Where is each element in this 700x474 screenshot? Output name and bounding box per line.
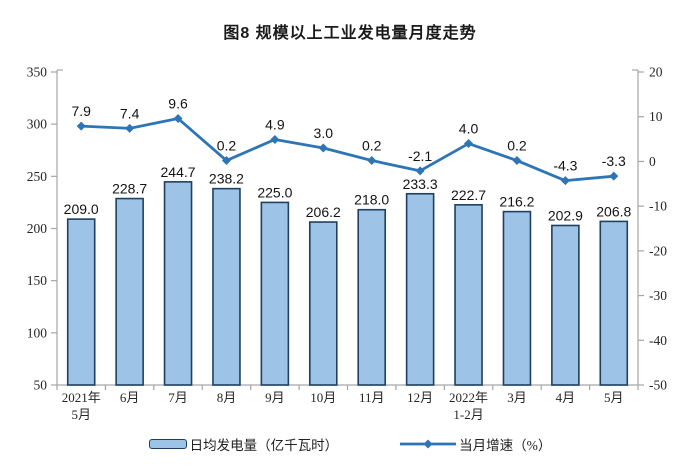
x-axis-label: 6月	[120, 390, 140, 405]
bar-value-label: 202.9	[548, 207, 583, 223]
line-value-label: 4.9	[265, 117, 285, 133]
left-axis-tick-label: 300	[27, 117, 48, 132]
bar-value-label: 244.7	[161, 164, 196, 180]
bar-value-label: 216.2	[499, 194, 534, 210]
x-axis-label: 4月	[556, 390, 576, 405]
right-axis-tick-label: 10	[649, 109, 663, 124]
x-axis-label: 11月	[359, 390, 385, 405]
line-value-label: 0.2	[217, 138, 237, 154]
legend-label-generation: 日均发电量（亿千瓦时）	[189, 438, 339, 453]
left-axis-tick-label: 250	[27, 169, 48, 184]
x-axis-label: 10月	[310, 390, 336, 405]
line-value-label: -4.3	[553, 158, 577, 174]
bar	[66, 218, 96, 386]
line-legend-swatch-icon	[400, 439, 457, 449]
line-marker	[415, 166, 425, 176]
x-axis-label: 2021年	[62, 390, 101, 405]
left-axis-tick-label: 350	[27, 65, 48, 80]
legend-item-growth: 当月增速（%）	[400, 434, 551, 454]
bar	[212, 187, 241, 386]
line-marker	[318, 143, 328, 153]
bar-value-label: 206.8	[596, 203, 631, 219]
line-marker	[125, 123, 135, 133]
line-value-label: 9.6	[168, 96, 188, 112]
right-axis-tick-label: -50	[649, 378, 667, 393]
right-axis-tick-label: -20	[649, 243, 667, 258]
line-marker	[512, 156, 522, 166]
right-axis-tick-label: -40	[649, 333, 667, 348]
x-axis-label: 7月	[168, 390, 188, 405]
bar	[405, 192, 435, 386]
chart-legend: 日均发电量（亿千瓦时） 当月增速（%）	[0, 434, 700, 454]
bar	[454, 204, 483, 386]
line-marker	[464, 139, 474, 149]
bar-value-label: 206.2	[306, 204, 341, 220]
left-axis-tick-label: 150	[27, 273, 48, 288]
x-axis-label: 12月	[407, 390, 433, 405]
bar-value-label: 222.7	[451, 187, 486, 203]
x-axis-label: 9月	[265, 390, 285, 405]
bar	[115, 197, 144, 386]
chart-canvas: 50 100 150 200 250 300 350 -50 -40 -30 -20 -10 0 10 20…	[27, 65, 667, 423]
right-axis-tick-label: 20	[649, 65, 663, 80]
bar	[502, 210, 532, 386]
bar	[599, 220, 629, 386]
right-axis-tick-label: -10	[649, 199, 667, 214]
left-axis-tick-label: 200	[27, 221, 48, 236]
bar-value-label: 218.0	[354, 192, 389, 208]
line-value-label: 3.0	[314, 125, 334, 141]
line-marker	[76, 121, 86, 131]
line-value-label: 0.2	[507, 138, 527, 154]
line-marker	[560, 176, 570, 186]
line-marker	[221, 156, 231, 166]
bar-value-label: 209.0	[64, 201, 99, 217]
line-value-label: 7.4	[120, 105, 140, 121]
chart-title: 图8 规模以上工业发电量月度走势	[223, 25, 477, 42]
x-axis-label: 3月	[507, 390, 527, 405]
legend-diamond-icon	[423, 439, 433, 449]
line-marker	[270, 135, 280, 145]
line-value-label: 0.2	[362, 138, 382, 154]
bar	[357, 208, 387, 386]
line-value-label: 4.0	[459, 121, 479, 137]
bar-value-label: 225.0	[257, 184, 292, 200]
x-axis-label: 5月	[71, 407, 91, 422]
left-axis-tick-label: 50	[34, 378, 48, 393]
growth-line	[79, 117, 616, 183]
bar-value-label: 233.3	[403, 176, 438, 192]
line-value-label: 7.9	[71, 103, 91, 119]
bar	[308, 221, 338, 386]
bar-value-label: 238.2	[209, 171, 244, 187]
right-axis-tick-label: 0	[649, 154, 656, 169]
right-axis-tick-label: -30	[649, 288, 667, 303]
x-axis-label: 2022年	[449, 390, 488, 405]
bar-value-label: 228.7	[112, 181, 147, 197]
bar	[163, 181, 193, 386]
bar	[260, 201, 290, 386]
line-marker	[173, 114, 183, 124]
left-axis-tick-label: 100	[27, 325, 48, 340]
legend-item-generation: 日均发电量（亿千瓦时）	[148, 434, 339, 454]
line-marker	[609, 171, 619, 181]
x-axis-label: 8月	[217, 390, 237, 405]
line-marker	[367, 156, 377, 166]
line-value-label: -3.3	[602, 153, 626, 169]
x-axis-label: 1-2月	[453, 407, 483, 422]
bar-legend-swatch-icon	[148, 439, 187, 449]
legend-label-growth: 当月增速（%）	[459, 438, 552, 453]
bar	[551, 224, 580, 386]
x-axis-label: 5月	[604, 390, 624, 405]
line-value-label: -2.1	[408, 148, 432, 164]
